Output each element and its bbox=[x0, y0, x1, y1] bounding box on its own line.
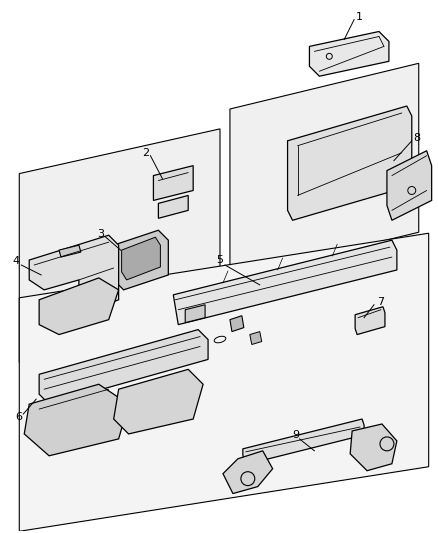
Polygon shape bbox=[185, 305, 205, 322]
Text: 2: 2 bbox=[141, 148, 148, 158]
Polygon shape bbox=[113, 369, 203, 434]
Text: 5: 5 bbox=[216, 255, 223, 265]
Polygon shape bbox=[223, 451, 272, 494]
Text: 7: 7 bbox=[377, 297, 384, 307]
Text: 8: 8 bbox=[412, 133, 419, 143]
Polygon shape bbox=[113, 230, 168, 290]
Polygon shape bbox=[350, 424, 396, 471]
Polygon shape bbox=[354, 307, 384, 335]
Polygon shape bbox=[173, 240, 396, 325]
Polygon shape bbox=[39, 278, 118, 335]
Text: 3: 3 bbox=[97, 229, 104, 239]
Text: 4: 4 bbox=[13, 256, 20, 266]
Polygon shape bbox=[287, 106, 411, 220]
Polygon shape bbox=[249, 332, 261, 344]
Polygon shape bbox=[29, 235, 118, 314]
Polygon shape bbox=[230, 63, 418, 278]
Polygon shape bbox=[24, 384, 128, 456]
Polygon shape bbox=[230, 316, 243, 332]
Text: 1: 1 bbox=[355, 12, 362, 22]
Polygon shape bbox=[19, 129, 219, 362]
Text: 6: 6 bbox=[15, 412, 22, 422]
Polygon shape bbox=[59, 245, 81, 257]
Polygon shape bbox=[153, 166, 193, 200]
Polygon shape bbox=[386, 151, 431, 220]
Polygon shape bbox=[158, 196, 188, 219]
Text: 9: 9 bbox=[291, 430, 298, 440]
Polygon shape bbox=[242, 419, 363, 465]
Polygon shape bbox=[121, 237, 160, 280]
Polygon shape bbox=[39, 329, 208, 404]
Polygon shape bbox=[19, 233, 427, 531]
Polygon shape bbox=[309, 31, 388, 76]
